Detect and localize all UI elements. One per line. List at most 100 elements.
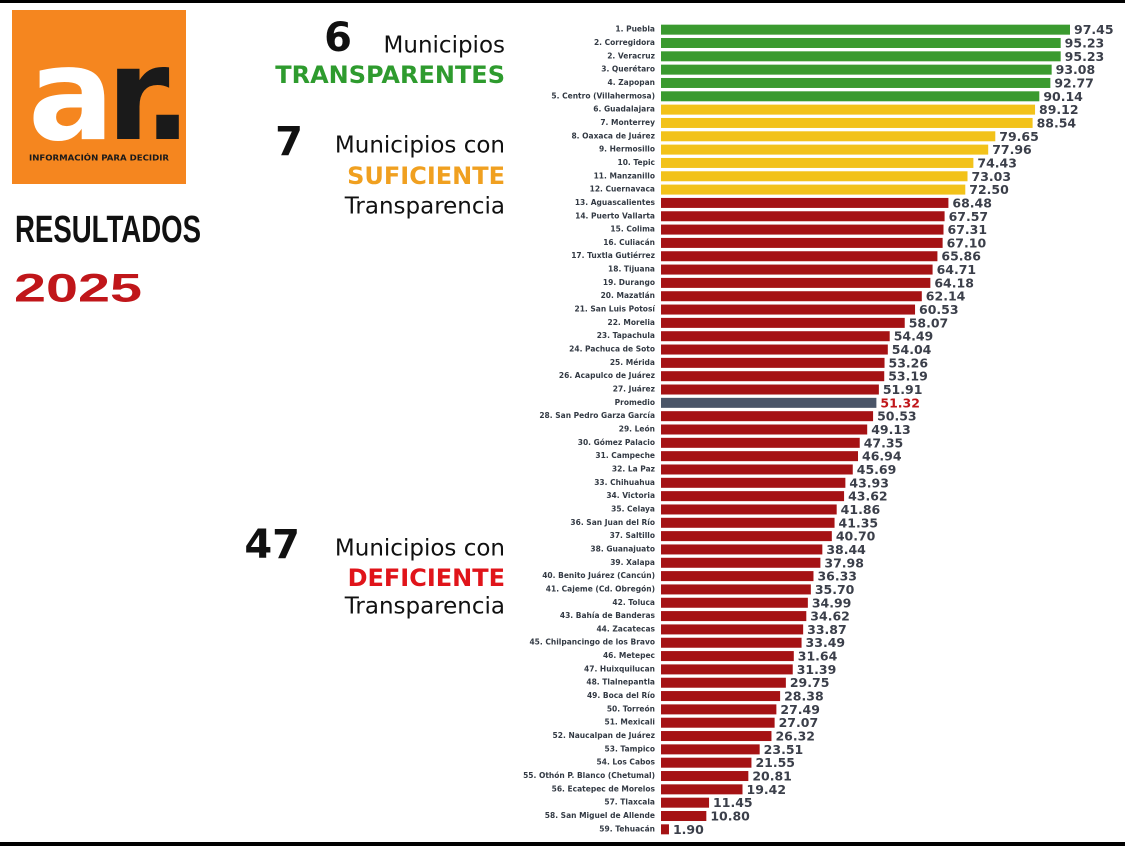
value-label: 33.87 (807, 622, 847, 637)
bar (661, 277, 931, 288)
category-label: 1. Puebla (615, 25, 655, 34)
category-label: 29. León (619, 425, 655, 434)
logo-text: ar. (28, 21, 184, 170)
category-label: 46. Metepec (603, 651, 655, 660)
value-label: 27.07 (779, 715, 819, 730)
value-label: 11.45 (713, 795, 753, 810)
category-label: 14. Puerto Vallarta (575, 211, 655, 220)
category-label: 33. Chihuahua (594, 478, 655, 487)
bar (661, 157, 974, 168)
category-label: 10. Tepic (618, 158, 656, 167)
category-label: 21. San Luis Potosí (575, 305, 656, 314)
bar (661, 37, 1061, 48)
value-label: 28.38 (784, 689, 824, 704)
category-label: 47. Huixquilucan (584, 664, 655, 673)
bottom-border (0, 842, 1125, 846)
bar (661, 651, 794, 662)
category-label: 7. Monterrey (600, 118, 655, 127)
value-label: 53.26 (889, 355, 929, 370)
value-label: 38.44 (826, 542, 866, 557)
value-label: 97.45 (1074, 22, 1114, 37)
value-label: 50.53 (877, 409, 917, 424)
annotation-label: Municipios con (335, 536, 505, 562)
bar (661, 824, 669, 835)
bar (661, 517, 835, 528)
category-label: Promedio (615, 398, 655, 407)
bar (661, 544, 823, 555)
bar (661, 491, 845, 502)
value-label: 54.04 (892, 342, 932, 357)
category-label: 6. Guadalajara (593, 105, 655, 114)
bar (661, 264, 933, 275)
logo-r: r. (106, 21, 184, 170)
annotation-suffix: Transparencia (344, 594, 505, 620)
category-label: 2. Corregidora (594, 38, 655, 47)
logo-tagline: INFORMACIÓN PARA DECIDIR (29, 152, 169, 163)
value-label: 43.93 (849, 475, 889, 490)
bar (661, 637, 802, 648)
bar (661, 744, 760, 755)
bar (661, 197, 949, 208)
bar (661, 771, 749, 782)
bar (661, 797, 710, 808)
value-label: 31.39 (797, 662, 837, 677)
category-label: 2. Veracruz (607, 51, 655, 60)
bar (661, 664, 793, 675)
annotation-highlight: SUFICIENTE (347, 162, 505, 190)
bar (661, 331, 890, 342)
value-label: 47.35 (864, 435, 904, 450)
bar (661, 437, 860, 448)
value-label: 79.65 (999, 129, 1039, 144)
value-label: 34.99 (812, 595, 852, 610)
value-label: 49.13 (871, 422, 911, 437)
headline-year: 2025 (14, 267, 142, 311)
bar (661, 784, 743, 795)
category-label: 12. Cuernavaca (590, 185, 655, 194)
annotation-highlight: DEFICIENTE (348, 564, 505, 592)
value-label: 88.54 (1037, 115, 1077, 130)
value-label: 1.90 (673, 822, 704, 837)
category-label: 22. Morelia (607, 318, 655, 327)
value-label: 74.43 (977, 155, 1017, 170)
value-label: 72.50 (969, 182, 1009, 197)
bar (661, 557, 821, 568)
value-label: 89.12 (1039, 102, 1079, 117)
value-label: 43.62 (848, 489, 888, 504)
bar (661, 104, 1036, 115)
bar (661, 64, 1052, 75)
category-label: 24. Pachuca de Soto (569, 345, 655, 354)
category-label: 51. Mexicali (604, 718, 655, 727)
value-label: 58.07 (909, 315, 949, 330)
bar (661, 24, 1070, 35)
annotation-count: 47 (244, 522, 300, 568)
bar (661, 477, 846, 488)
category-label: 55. Othón P. Blanco (Chetumal) (523, 771, 655, 780)
bar (661, 237, 943, 248)
value-label: 60.53 (919, 302, 959, 317)
category-label: 5. Centro (Villahermosa) (551, 91, 655, 100)
logo-a: a (28, 21, 106, 170)
value-label: 10.80 (710, 809, 750, 824)
category-label: 44. Zacatecas (596, 624, 655, 633)
category-label: 13. Aguascalientes (575, 198, 656, 207)
category-label: 23. Tapachula (597, 331, 655, 340)
bar (661, 464, 853, 475)
category-label: 15. Colima (610, 225, 655, 234)
headline: RESULTADOS (15, 209, 201, 251)
value-label: 21.55 (755, 755, 795, 770)
category-label: 32. La Paz (612, 464, 655, 473)
category-label: 16. Culiacán (603, 238, 655, 247)
bar (661, 704, 777, 715)
category-label: 49. Boca del Río (587, 691, 655, 700)
annotation-label: Municipios con (335, 133, 505, 159)
bar (661, 717, 775, 728)
category-label: 17. Tuxtla Gutiérrez (571, 251, 655, 260)
bar (661, 451, 859, 462)
value-label: 68.48 (952, 195, 992, 210)
category-label: 19. Durango (603, 278, 655, 287)
annotation-suffix: Transparencia (344, 194, 505, 220)
bar (661, 677, 786, 688)
value-label: 33.49 (806, 635, 846, 650)
value-label: 64.71 (937, 262, 977, 277)
bar (661, 131, 996, 142)
